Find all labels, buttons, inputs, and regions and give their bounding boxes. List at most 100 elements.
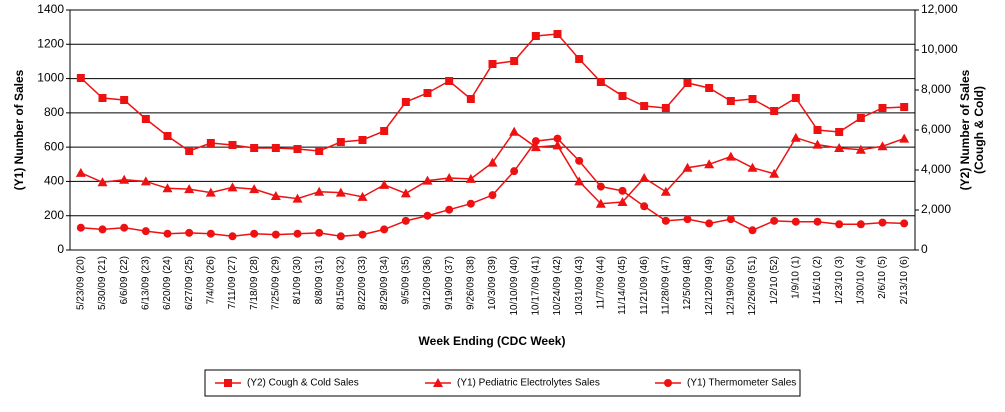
data-point — [445, 77, 454, 85]
data-point — [314, 186, 325, 196]
data-point — [790, 132, 801, 142]
y-tick-label: 400 — [44, 174, 64, 188]
data-point — [834, 143, 845, 152]
plot-frame — [69, 9, 916, 251]
x-tick-label: 7/4/09 (26) — [205, 256, 216, 304]
data-point — [660, 186, 671, 196]
data-point — [379, 179, 390, 189]
data-point — [162, 183, 173, 193]
data-point — [682, 162, 693, 172]
data-point — [661, 216, 670, 225]
data-point — [813, 217, 822, 226]
y-axis-title: (Y1) Number of Sales — [12, 69, 26, 190]
x-tick-label: 11/28/09 (47) — [660, 256, 671, 315]
data-point — [553, 30, 562, 38]
x-tick-label: 11/14/09 (45) — [617, 256, 628, 315]
x-tick-label: 1/16/10 (2) — [812, 256, 823, 304]
data-point — [530, 142, 541, 152]
data-point — [531, 32, 540, 40]
data-point — [336, 138, 345, 146]
x-tick-label: 7/25/09 (29) — [270, 256, 281, 310]
data-point — [575, 156, 584, 165]
series-line — [80, 137, 905, 238]
data-point — [228, 232, 237, 241]
data-point — [575, 55, 584, 63]
x-tick-label: 1/2/10 (52) — [769, 256, 780, 304]
x-tick-label: 6/13/09 (23) — [140, 256, 151, 310]
x-tick-label: 8/15/09 (32) — [335, 256, 346, 310]
x-tick-label: 7/11/09 (27) — [227, 256, 238, 309]
data-point — [900, 103, 909, 111]
x-tick-label: 12/19/09 (50) — [725, 256, 736, 316]
data-point — [640, 202, 649, 211]
data-point — [271, 230, 280, 239]
data-point — [380, 225, 389, 234]
data-point — [791, 94, 800, 102]
legend-marker — [664, 379, 672, 387]
y2-tick-label: 10,000 — [921, 42, 958, 56]
y-tick-label: 600 — [44, 139, 64, 153]
data-point — [661, 104, 670, 112]
data-point — [97, 177, 108, 187]
x-tick-label: 1/30/10 (4) — [855, 256, 866, 304]
x-tick-label: 6/6/09 (22) — [119, 256, 130, 304]
data-point — [400, 188, 411, 198]
data-point — [358, 230, 367, 239]
data-point — [184, 184, 195, 194]
data-point — [770, 216, 779, 225]
data-point — [856, 114, 865, 122]
data-point — [140, 176, 151, 186]
data-point — [639, 173, 650, 182]
legend-label: (Y1) Thermometer Sales — [687, 378, 796, 389]
data-point — [748, 95, 757, 103]
y2-tick-label: 6,000 — [921, 122, 951, 136]
data-point — [335, 187, 346, 197]
data-point — [358, 136, 367, 144]
y2-tick-label: 0 — [921, 242, 928, 256]
data-point — [141, 115, 150, 123]
data-point — [835, 220, 844, 229]
data-point — [76, 74, 85, 82]
data-point — [705, 219, 714, 228]
data-point — [185, 147, 194, 155]
data-point — [401, 216, 410, 225]
y2-tick-label: 8,000 — [921, 82, 951, 96]
data-point — [250, 229, 259, 238]
x-tick-label: 8/22/09 (33) — [357, 256, 368, 310]
data-point — [618, 186, 627, 195]
legend-marker — [224, 379, 232, 387]
legend-label: (Y1) Pediatric Electrolytes Sales — [457, 378, 600, 389]
data-point — [163, 132, 172, 140]
data-point — [270, 191, 281, 200]
data-point — [618, 92, 627, 100]
data-point — [292, 193, 303, 203]
x-tick-label: 1/23/10 (3) — [834, 256, 845, 304]
data-point — [466, 95, 475, 103]
data-point — [596, 182, 605, 191]
y-tick-label: 1200 — [37, 36, 64, 50]
y2-axis-title: (Cough & Cold) — [972, 86, 986, 174]
data-point — [422, 175, 433, 185]
x-tick-label: 8/29/09 (34) — [379, 256, 390, 310]
data-point — [899, 133, 910, 143]
x-tick-label: 9/12/09 (36) — [422, 256, 433, 310]
x-tick-label: 11/21/09 (46) — [639, 256, 650, 315]
data-point — [595, 198, 606, 208]
data-point — [769, 168, 780, 178]
x-tick-label: 2/13/10 (6) — [899, 256, 910, 304]
legend-marker — [433, 378, 443, 387]
y2-tick-label: 12,000 — [921, 2, 958, 16]
data-point — [185, 228, 194, 237]
data-point — [487, 157, 498, 167]
data-point — [120, 96, 129, 104]
data-point — [747, 162, 758, 172]
x-tick-label: 2/6/10 (5) — [877, 256, 888, 299]
y-tick-label: 0 — [57, 242, 64, 256]
data-point — [878, 218, 887, 227]
data-point — [380, 127, 389, 135]
x-tick-label: 12/26/09 (51) — [747, 256, 758, 316]
data-point — [466, 199, 475, 208]
data-point — [617, 197, 628, 206]
data-point — [206, 139, 215, 147]
x-tick-label: 12/5/09 (48) — [682, 256, 693, 310]
